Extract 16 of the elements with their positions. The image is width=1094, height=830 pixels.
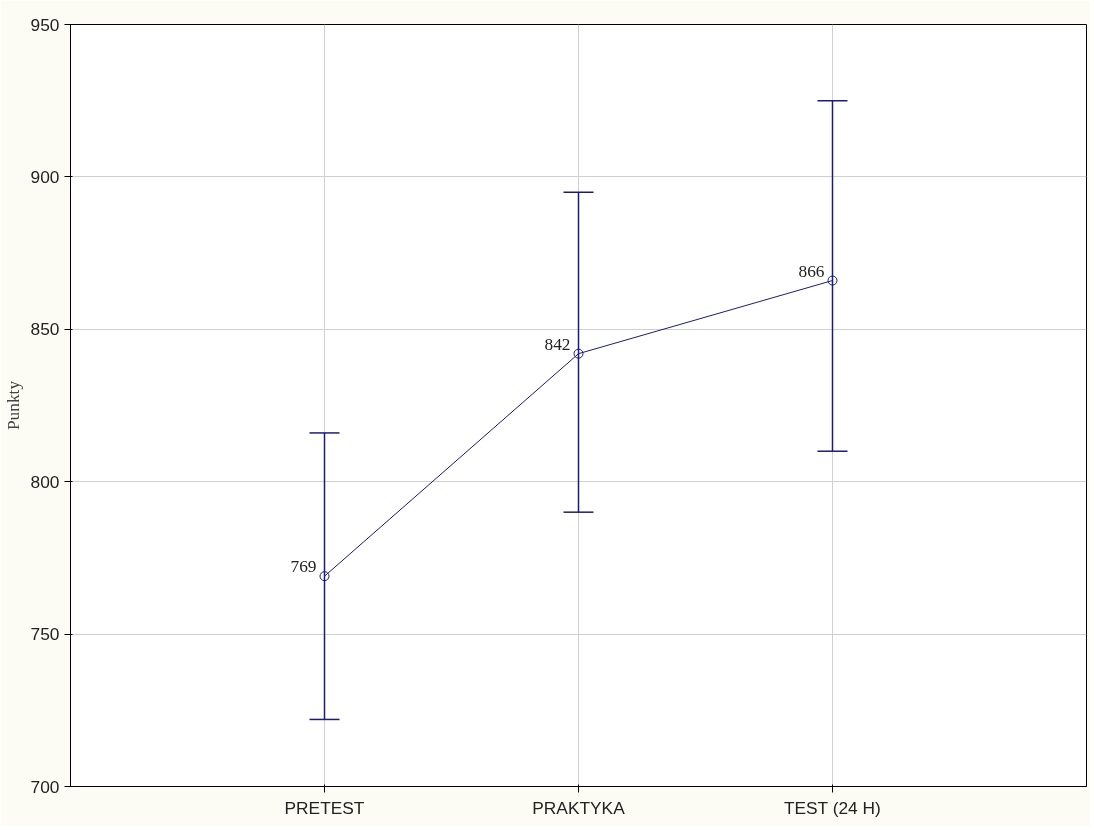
x-tick-label: PRETEST <box>284 797 365 818</box>
point <box>827 275 838 286</box>
x-tick-label: PRAKTYKA <box>532 797 626 818</box>
data-label: 866 <box>798 261 825 281</box>
x-tick-label: TEST (24 H) <box>783 797 881 818</box>
y-tick-label: 700 <box>30 776 60 797</box>
y-tick-label: 800 <box>30 471 60 492</box>
point <box>319 571 330 582</box>
data-label: 769 <box>290 557 317 577</box>
point <box>573 348 584 359</box>
y-axis-title: Punkty <box>3 380 23 431</box>
y-tick-label: 850 <box>30 319 60 340</box>
y-tick-label: 950 <box>30 14 60 35</box>
y-tick-label: 900 <box>30 166 60 187</box>
y-tick-label: 750 <box>30 624 60 645</box>
data-label: 842 <box>544 334 571 354</box>
